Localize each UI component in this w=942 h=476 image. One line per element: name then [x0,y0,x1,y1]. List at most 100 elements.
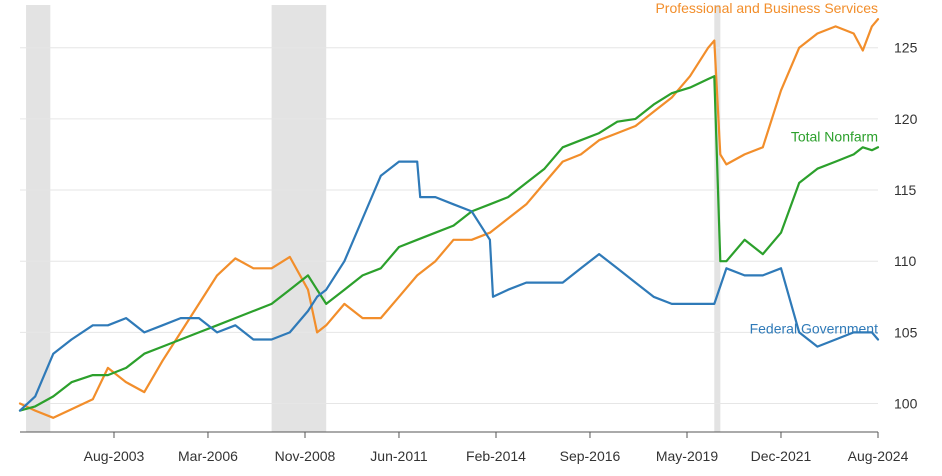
recession-band-1 [26,5,51,432]
data-point-total-nonfarm-20 [361,274,364,277]
data-point-total-nonfarm-48 [834,160,837,163]
data-point-total-nonfarm-47 [816,167,819,170]
data-point-federal-government-8 [161,324,164,327]
data-point-professional-and-business-services-1 [34,409,37,412]
data-point-total-nonfarm-16 [307,274,309,277]
data-point-professional-and-business-services-18 [325,324,328,327]
data-point-total-nonfarm-7 [143,352,146,355]
data-point-federal-government-29 [492,295,494,298]
data-point-professional-and-business-services-32 [580,153,582,156]
data-point-professional-and-business-services-16 [307,288,309,291]
data-point-total-nonfarm-19 [343,288,346,291]
data-point-total-nonfarm-41 [719,260,722,263]
data-point-federal-government-2 [52,352,55,355]
data-point-professional-and-business-services-9 [179,331,182,334]
data-point-federal-government-35 [598,253,600,256]
data-point-federal-government-11 [216,331,219,334]
data-point-professional-and-business-services-7 [143,391,146,393]
data-point-total-nonfarm-5 [107,374,109,376]
data-point-total-nonfarm-38 [689,86,691,89]
data-point-professional-and-business-services-49 [852,32,855,35]
data-point-total-nonfarm-36 [652,103,655,106]
data-point-federal-government-27 [470,210,473,213]
data-point-federal-government-18 [325,288,328,291]
data-point-federal-government-14 [270,338,273,341]
data-point-total-nonfarm-13 [252,310,255,312]
recession-bands [26,5,721,432]
data-point-professional-and-business-services-50 [861,49,864,52]
data-point-professional-and-business-services-25 [452,238,455,241]
data-point-total-nonfarm-51 [871,149,873,152]
data-point-federal-government-48 [816,345,819,348]
x-tick-label-sep-2016: Sep-2016 [560,448,621,464]
data-point-total-nonfarm-11 [216,324,219,327]
data-point-federal-government-51 [871,331,873,334]
data-point-professional-and-business-services-5 [107,367,109,369]
data-point-total-nonfarm-21 [379,267,382,270]
data-point-federal-government-43 [725,267,728,270]
data-point-total-nonfarm-10 [198,331,200,334]
data-point-federal-government-21 [379,174,382,177]
data-point-federal-government-42 [713,303,716,305]
data-point-professional-and-business-services-30 [543,182,546,184]
x-tick-label-aug-2003: Aug-2003 [84,448,145,464]
data-point-total-nonfarm-22 [398,246,400,248]
data-point-professional-and-business-services-40 [713,39,716,42]
data-point-professional-and-business-services-4 [91,398,94,401]
data-point-professional-and-business-services-34 [616,132,619,135]
data-point-federal-government-9 [179,317,182,319]
data-point-professional-and-business-services-27 [489,231,491,234]
data-point-professional-and-business-services-43 [743,153,746,156]
data-point-professional-and-business-services-15 [288,256,291,258]
data-point-professional-and-business-services-0 [19,402,21,405]
data-point-federal-government-45 [761,274,764,277]
data-point-professional-and-business-services-47 [816,32,819,35]
gridlines [20,47,878,405]
data-point-federal-government-49 [834,338,837,341]
series-label-professional-and-business-services: Professional and Business Services [655,0,878,16]
series-line-total-nonfarm [18,75,880,412]
data-point-total-nonfarm-12 [234,317,237,319]
x-tick-label-feb-2014: Feb-2014 [466,448,526,464]
data-point-total-nonfarm-49 [852,153,855,156]
data-point-professional-and-business-services-8 [161,359,164,362]
data-point-total-nonfarm-39 [707,78,710,80]
data-point-federal-government-19 [343,260,346,263]
data-point-professional-and-business-services-45 [780,89,782,92]
data-point-federal-government-52 [877,338,879,341]
y-tick-label-125: 125 [894,40,918,56]
data-point-total-nonfarm-42 [725,260,728,263]
y-tick-label-100: 100 [894,396,918,412]
data-point-total-nonfarm-44 [761,253,764,256]
data-point-federal-government-16 [307,310,309,312]
data-point-federal-government-1 [34,395,37,398]
data-point-federal-government-24 [419,196,422,199]
data-point-federal-government-30 [507,288,509,291]
data-point-total-nonfarm-9 [179,338,182,341]
data-point-total-nonfarm-40 [713,75,716,78]
data-point-total-nonfarm-28 [507,196,509,199]
data-point-professional-and-business-services-12 [234,257,237,260]
data-point-professional-and-business-services-3 [70,408,73,411]
data-point-federal-government-10 [198,317,200,319]
data-point-professional-and-business-services-21 [379,317,382,319]
y-tick-label-115: 115 [894,182,917,198]
data-point-total-nonfarm-6 [125,367,127,369]
data-point-federal-government-15 [288,331,291,334]
y-tick-label-105: 105 [894,324,918,340]
data-point-federal-government-26 [452,203,455,206]
data-point-total-nonfarm-27 [489,203,491,206]
data-point-total-nonfarm-29 [525,182,528,184]
data-point-professional-and-business-services-36 [652,110,655,113]
data-point-professional-and-business-services-41 [719,153,722,156]
data-point-professional-and-business-services-35 [634,125,637,127]
data-point-federal-government-46 [780,267,782,270]
data-point-federal-government-34 [580,267,582,270]
data-point-total-nonfarm-18 [325,303,328,305]
series-line-federal-government [18,160,880,412]
series-labels: Professional and Business Services Total … [655,0,878,336]
data-point-total-nonfarm-32 [580,139,582,142]
data-point-professional-and-business-services-37 [670,96,673,99]
data-point-federal-government-6 [125,317,127,319]
